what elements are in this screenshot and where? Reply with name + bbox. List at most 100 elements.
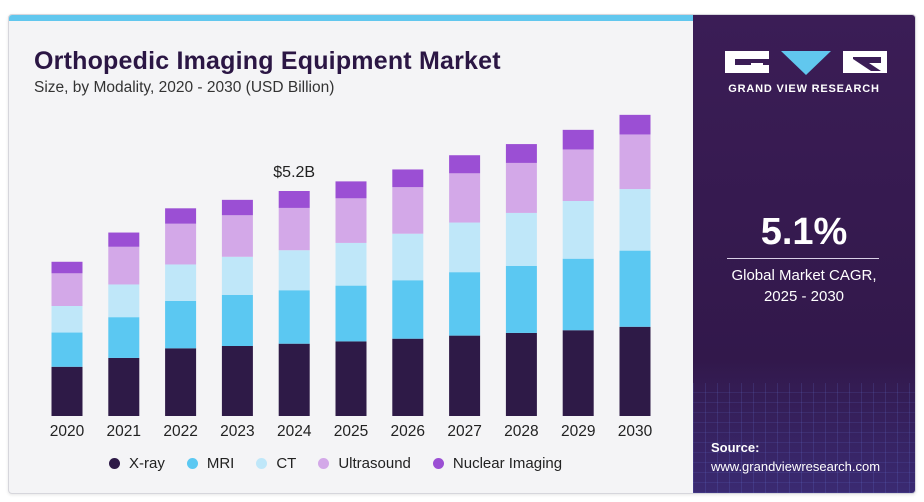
bar-ultrasound-2022 bbox=[165, 223, 197, 265]
bar-ct-2029 bbox=[562, 201, 594, 259]
bar-ct-2023 bbox=[221, 256, 253, 295]
legend-swatch bbox=[318, 458, 330, 469]
bar-mri-2027 bbox=[449, 272, 481, 336]
bar-stack-2023 bbox=[221, 199, 253, 416]
bar-x-ray-2026 bbox=[392, 338, 424, 416]
bar-mri-2028 bbox=[505, 266, 537, 333]
legend-item-mri: MRI bbox=[186, 455, 235, 472]
chart-title: Orthopedic Imaging Equipment Market bbox=[34, 47, 501, 75]
legend-item-x-ray: X-ray bbox=[109, 455, 165, 472]
bar-ct-2030 bbox=[619, 189, 651, 251]
x-tick-label: 2021 bbox=[107, 423, 141, 440]
bar-mri-2021 bbox=[108, 317, 140, 358]
accent-bar bbox=[9, 15, 693, 21]
bar-ultrasound-2027 bbox=[449, 173, 481, 223]
brand-name: GRAND VIEW RESEARCH bbox=[728, 83, 880, 95]
x-tick-label: 2029 bbox=[561, 423, 595, 440]
bar-x-ray-2023 bbox=[221, 346, 253, 416]
sidebar-panel: GRAND VIEW RESEARCH 5.1% Global Market C… bbox=[693, 15, 915, 493]
legend-label: Ultrasound bbox=[338, 455, 411, 472]
bar-stack-2030 bbox=[619, 114, 651, 416]
legend-item-nuclear-imaging: Nuclear Imaging bbox=[432, 455, 563, 472]
bar-x-ray-2030 bbox=[619, 326, 651, 416]
bar-nuclear-imaging-2030 bbox=[619, 114, 651, 135]
bar-nuclear-imaging-2027 bbox=[449, 155, 481, 174]
bar-mri-2022 bbox=[165, 301, 197, 349]
legend-item-ultrasound: Ultrasound bbox=[318, 455, 411, 472]
x-tick-label: 2027 bbox=[447, 423, 481, 440]
bar-ultrasound-2020 bbox=[51, 273, 83, 306]
legend-label: CT bbox=[276, 455, 297, 472]
legend-swatch bbox=[432, 458, 444, 469]
bar-ct-2022 bbox=[165, 264, 197, 301]
bar-ct-2025 bbox=[335, 242, 367, 286]
x-tick-label: 2026 bbox=[391, 423, 425, 440]
bar-x-ray-2021 bbox=[108, 357, 140, 416]
source-title: Source: bbox=[711, 440, 760, 455]
bar-stack-2021 bbox=[108, 232, 140, 416]
bar-nuclear-imaging-2021 bbox=[108, 232, 140, 247]
bar-nuclear-imaging-2025 bbox=[335, 181, 367, 199]
bar-nuclear-imaging-2024 bbox=[278, 191, 310, 208]
cagr-label-line2: 2025 - 2030 bbox=[763, 288, 845, 305]
bar-ct-2020 bbox=[51, 306, 83, 333]
bar-mri-2023 bbox=[221, 294, 253, 346]
chart-legend: X-ray MRI CT Ultrasound Nuclear Imaging bbox=[109, 455, 584, 472]
bar-x-ray-2022 bbox=[165, 348, 197, 416]
bar-stack-2026 bbox=[392, 169, 424, 416]
bar-x-ray-2028 bbox=[505, 332, 537, 416]
x-tick-label: 2024 bbox=[277, 423, 312, 440]
source-link[interactable]: www.grandviewresearch.com bbox=[711, 459, 881, 474]
bar-mri-2030 bbox=[619, 250, 651, 327]
bar-ct-2026 bbox=[392, 233, 424, 281]
bar-ultrasound-2028 bbox=[505, 162, 537, 213]
bar-nuclear-imaging-2028 bbox=[505, 144, 537, 163]
report-card: Orthopedic Imaging Equipment Market Size… bbox=[8, 14, 916, 494]
cagr-label-line1: Global Market CAGR, bbox=[731, 267, 877, 284]
legend-item-ct: CT bbox=[256, 455, 296, 472]
bar-ultrasound-2024 bbox=[278, 207, 310, 251]
decorative-grid bbox=[693, 383, 915, 493]
bar-ultrasound-2030 bbox=[619, 134, 651, 190]
x-tick-label: 2025 bbox=[334, 423, 368, 440]
bar-ct-2024 bbox=[278, 250, 310, 291]
bar-ultrasound-2026 bbox=[392, 187, 424, 234]
bar-stack-2022 bbox=[165, 208, 197, 416]
bar-x-ray-2027 bbox=[449, 335, 481, 416]
bar-nuclear-imaging-2026 bbox=[392, 169, 424, 188]
bar-mri-2020 bbox=[51, 332, 83, 367]
bar-mri-2029 bbox=[562, 258, 594, 331]
bar-nuclear-imaging-2022 bbox=[165, 208, 197, 224]
bar-stack-2029 bbox=[562, 129, 594, 416]
legend-label: MRI bbox=[206, 455, 235, 472]
bar-ultrasound-2021 bbox=[108, 246, 140, 285]
legend-swatch bbox=[186, 458, 198, 469]
x-tick-label: 2020 bbox=[50, 423, 85, 440]
x-tick-label: 2022 bbox=[163, 423, 197, 440]
x-tick-label: 2028 bbox=[504, 423, 538, 440]
legend-label: X-ray bbox=[129, 455, 165, 472]
bar-mri-2024 bbox=[278, 290, 310, 344]
bar-ct-2027 bbox=[449, 222, 481, 273]
bar-mri-2025 bbox=[335, 285, 367, 342]
stacked-bar-chart: 2020 2021 2022 2023 2024 $5.2B 2025 2026 2027 202… bbox=[50, 114, 653, 440]
legend-swatch bbox=[109, 458, 120, 469]
bar-x-ray-2020 bbox=[51, 366, 83, 416]
cagr-divider bbox=[727, 258, 879, 259]
bar-x-ray-2024 bbox=[278, 343, 310, 416]
bar-ultrasound-2025 bbox=[335, 198, 367, 243]
bar-stack-2024 bbox=[278, 191, 310, 416]
bar-ct-2021 bbox=[108, 284, 140, 318]
bar-stack-2020 bbox=[51, 261, 83, 416]
cagr-label: Global Market CAGR, 2025 - 2030 bbox=[693, 265, 915, 307]
bar-ultrasound-2023 bbox=[221, 215, 253, 257]
value-annotation: $5.2B bbox=[273, 164, 315, 181]
x-tick-label: 2023 bbox=[220, 423, 254, 440]
bar-x-ray-2025 bbox=[335, 341, 367, 416]
bar-stack-2025 bbox=[335, 181, 367, 416]
legend-label: Nuclear Imaging bbox=[452, 455, 563, 472]
bar-nuclear-imaging-2029 bbox=[562, 129, 594, 150]
bar-ct-2028 bbox=[505, 212, 537, 266]
legend-swatch bbox=[256, 458, 268, 469]
grand-view-research-logo bbox=[725, 51, 887, 75]
